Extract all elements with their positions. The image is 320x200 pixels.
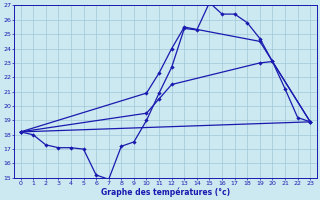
X-axis label: Graphe des températures (°c): Graphe des températures (°c) (101, 187, 230, 197)
